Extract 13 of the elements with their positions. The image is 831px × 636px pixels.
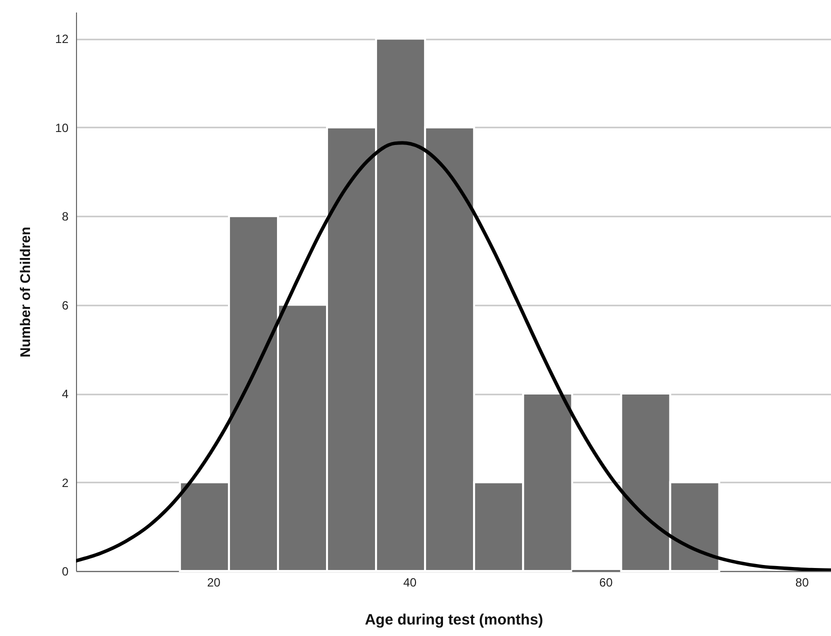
y-tick-label: 4 (62, 387, 69, 402)
y-tick-label: 6 (62, 298, 69, 312)
x-tick-label: 60 (599, 576, 613, 590)
x-axis-title: Age during test (months) (364, 612, 544, 628)
x-tick-label: 40 (403, 576, 417, 590)
x-tick-label: 80 (795, 576, 810, 590)
y-tick-label: 8 (62, 210, 69, 224)
y-tick-label: 10 (55, 120, 69, 135)
y-tick-label: 2 (62, 476, 69, 490)
x-tick-label: 20 (207, 576, 221, 590)
y-axis-title: Number of Children (17, 226, 34, 358)
y-tick-label: 0 (62, 564, 69, 578)
y-tick-label: 12 (55, 32, 69, 46)
